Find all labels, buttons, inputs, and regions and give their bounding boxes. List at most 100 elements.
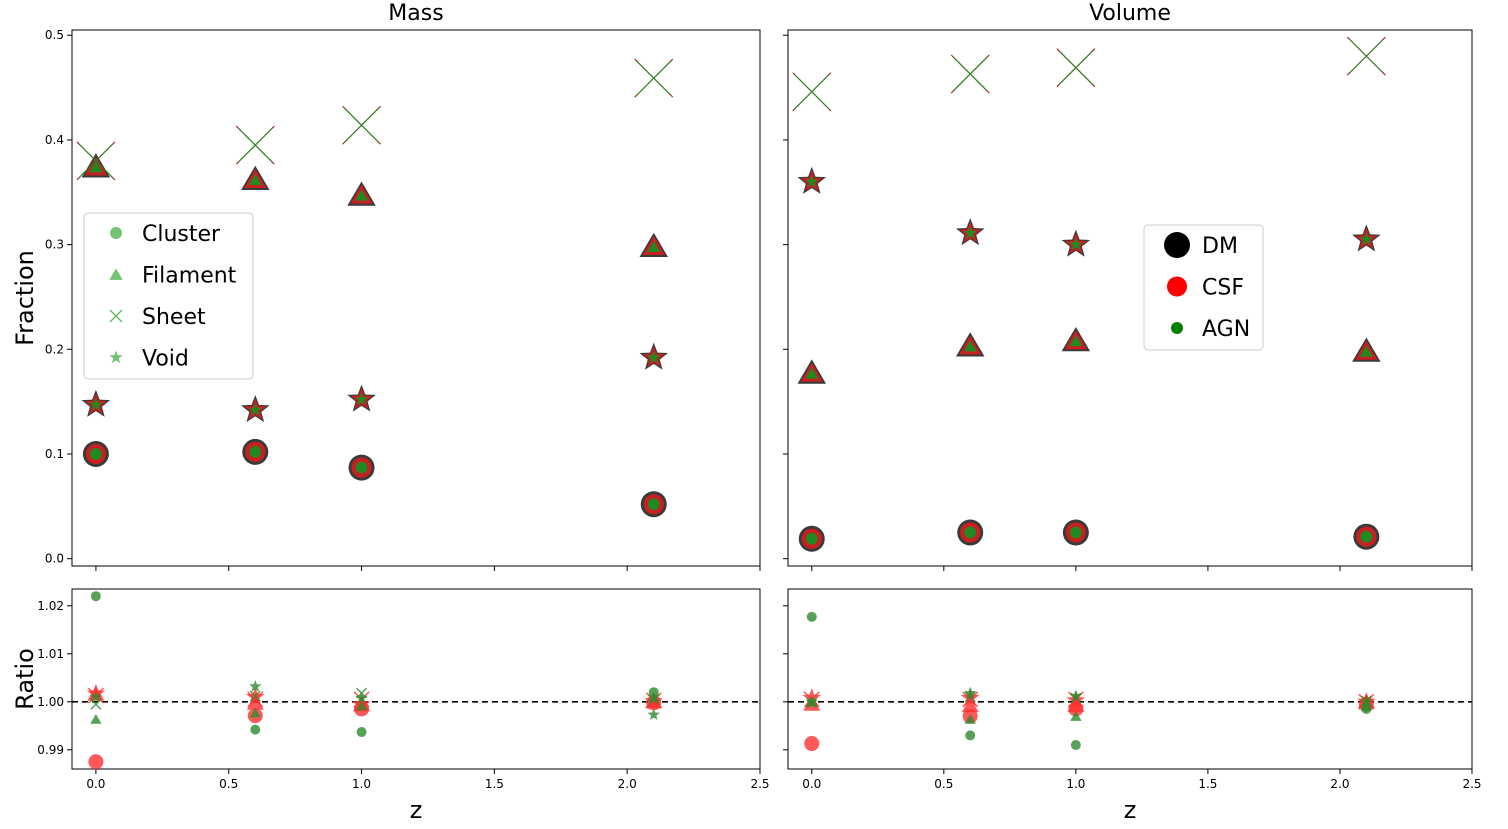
filament-agn-ratio-point (1070, 711, 1082, 721)
legend-dm-label: DM (1202, 234, 1238, 259)
void-agn-ratio-point (964, 686, 977, 699)
legend-filament-label: Filament (142, 264, 237, 289)
chart-text: Mass 0.0 0.5 1.0 1.5 2.0 2.5 z 0.0 0.1 0.2 0.3 0.4 0.… (11, 1, 1482, 824)
void-agn-ratio-point (1360, 695, 1373, 708)
y-axis-label-fraction: Fraction (11, 250, 39, 346)
cluster-agn-ratio-point (250, 724, 261, 735)
void-agn-point (89, 398, 103, 411)
legends: Cluster Filament Sheet Void DM CSF AGN (83, 212, 1264, 380)
y-tick-label: 0.99 (37, 743, 64, 757)
legend-sheet-label: Sheet (142, 305, 206, 330)
cluster-agn-ratio-point (356, 727, 367, 738)
sheet-agn-point (1059, 51, 1093, 85)
y-tick-label: 0.5 (45, 28, 64, 42)
sheet-agn-ratio-point (648, 693, 660, 705)
y-tick-label: 1.01 (37, 647, 64, 661)
filament-agn-point (805, 367, 819, 379)
cluster-agn-point (805, 532, 818, 545)
cluster-csf-ratio-point (88, 754, 104, 770)
sheet-agn-point (79, 144, 113, 178)
cluster-agn-point (647, 498, 660, 511)
y-tick-label: 0.1 (45, 447, 64, 461)
ratio-panel-frame (71, 588, 761, 770)
void-agn-point (647, 350, 661, 364)
x-axis-label: z (410, 796, 423, 824)
cluster-agn-ratio-point (1070, 740, 1081, 750)
filament-csf-ratio-point (246, 695, 264, 710)
x-tick-label: 2.5 (750, 777, 769, 791)
sheet-agn-ratio-point (964, 691, 976, 703)
panel-title: Volume (1089, 1, 1171, 26)
filament-agn-point (89, 161, 103, 173)
cluster-agn-ratio-point (90, 591, 101, 602)
filament-agn-point (248, 174, 262, 185)
filament-agn-point (1069, 335, 1083, 347)
y-tick-label: 1.00 (37, 695, 64, 709)
x-tick-label: 2.5 (1462, 777, 1481, 791)
cluster-agn-ratio-point (965, 730, 976, 741)
legend-box (83, 212, 254, 380)
void-agn-point (248, 403, 262, 416)
x-tick-label: 2.0 (618, 777, 637, 791)
x-tick-label: 1.5 (485, 777, 504, 791)
filament-agn-ratio-point (90, 714, 102, 724)
cluster-agn-point (1070, 526, 1082, 539)
legend-dm-marker (1164, 232, 1190, 258)
cluster-agn-point (964, 526, 977, 539)
cluster-csf-ratio-point (804, 736, 820, 752)
void-agn-ratio-point (805, 695, 818, 708)
data-marks (76, 36, 1386, 770)
legend-void-label: Void (142, 347, 189, 372)
fraction-panel-frame (787, 29, 1473, 567)
y-tick-label: 1.02 (37, 599, 64, 613)
filament-csf-ratio-point (961, 697, 979, 713)
panel-title: Mass (388, 1, 443, 26)
x-tick-label: 0.5 (219, 777, 238, 791)
sheet-agn-point (637, 61, 671, 95)
sheet-agn-point (238, 128, 272, 162)
legend-agn-marker (1171, 322, 1183, 334)
y-axis-label-ratio: Ratio (11, 648, 39, 710)
sheet-agn-point (953, 57, 987, 91)
y-tick-label: 0.4 (45, 133, 64, 147)
run-legend: DM CSF AGN (1143, 224, 1264, 351)
void-agn-ratio-point (249, 679, 262, 692)
filament-agn-point (355, 189, 368, 201)
cluster-agn-point (1360, 530, 1373, 543)
sheet-agn-point (345, 108, 378, 142)
x-tick-label: 0.0 (86, 777, 105, 791)
sheet-agn-ratio-point (90, 698, 102, 710)
filament-agn-point (1359, 345, 1373, 357)
x-tick-label: 2.0 (1330, 777, 1349, 791)
cluster-agn-point (355, 461, 368, 474)
x-tick-label: 1.0 (352, 777, 371, 791)
filament-agn-ratio-point (964, 714, 976, 724)
void-csf-ratio-point (1066, 690, 1086, 709)
y-tick-label: 0.2 (45, 342, 64, 356)
sheet-agn-point (795, 75, 829, 109)
filament-agn-ratio-point (355, 700, 368, 711)
cluster-agn-ratio-point (806, 611, 817, 622)
x-tick-label: 1.5 (1198, 777, 1217, 791)
fraction-panel-frame (71, 29, 761, 567)
void-agn-ratio-point (1069, 689, 1083, 702)
panel-frames (67, 29, 1473, 774)
filament-csf-ratio-point (1067, 697, 1085, 713)
legend-cluster-label: Cluster (142, 222, 221, 247)
void-agn-point (355, 392, 368, 406)
legend-csf-label: CSF (1202, 276, 1244, 301)
sheet-agn-point (1350, 39, 1383, 73)
structure-legend: Cluster Filament Sheet Void (83, 212, 254, 380)
legend-filament-marker (109, 268, 123, 280)
void-agn-point (805, 175, 819, 188)
x-tick-label: 0.5 (934, 777, 953, 791)
x-tick-label: 1.0 (1066, 777, 1085, 791)
legend-agn-label: AGN (1202, 317, 1250, 342)
filament-agn-point (647, 241, 661, 252)
filament-agn-ratio-point (1360, 700, 1373, 711)
x-tick-label: 0.0 (802, 777, 821, 791)
filament-agn-point (963, 340, 977, 352)
x-axis-label: z (1124, 796, 1137, 824)
y-tick-label: 0.0 (45, 552, 64, 566)
